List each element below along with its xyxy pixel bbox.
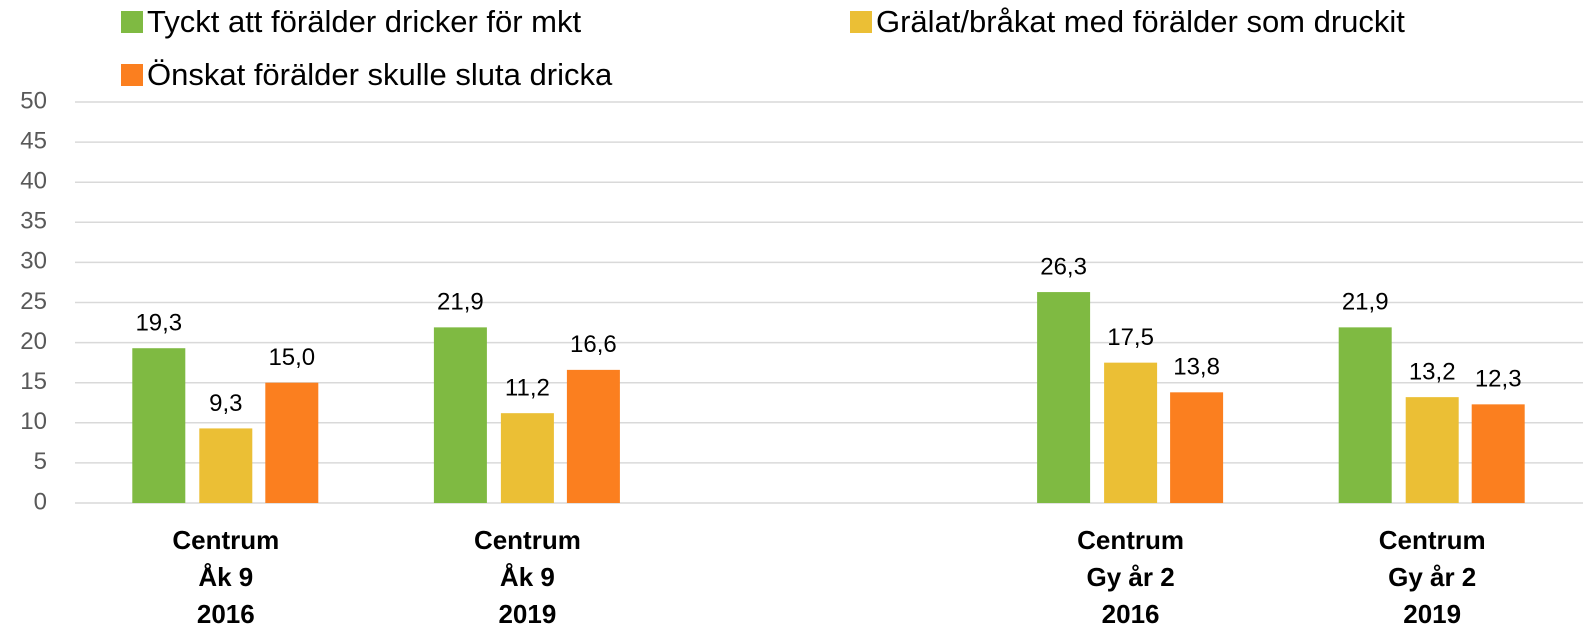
value-label: 11,2 [505, 375, 550, 402]
value-label: 12,3 [1475, 366, 1522, 393]
bar [1338, 327, 1392, 503]
legend-label: Önskat förälder skulle sluta dricka [147, 57, 613, 92]
bar [1170, 392, 1224, 503]
value-label: 13,8 [1173, 354, 1220, 381]
legend-label: Tyckt att förälder dricker för mkt [147, 4, 581, 39]
legend-swatch [121, 11, 143, 33]
y-tick-label: 25 [20, 288, 47, 315]
y-tick-label: 5 [34, 448, 47, 475]
legend-label: Grälat/bråkat med förälder som druckit [876, 4, 1405, 39]
bar [265, 382, 319, 503]
value-label: 16,6 [570, 331, 617, 358]
value-label: 17,5 [1107, 324, 1154, 351]
legend-swatch [850, 11, 872, 33]
value-label: 26,3 [1040, 253, 1087, 280]
x-tick-label: Centrum Åk 9 2016 [172, 525, 280, 629]
y-tick-label: 40 [20, 168, 47, 195]
bar [199, 428, 253, 503]
y-tick-label: 0 [34, 488, 47, 515]
y-tick-label: 20 [20, 328, 47, 355]
y-tick-label: 35 [20, 208, 47, 235]
y-tick-label: 50 [20, 87, 47, 114]
bar [1037, 292, 1091, 503]
y-tick-label: 15 [20, 368, 47, 395]
value-label: 19,3 [135, 310, 182, 337]
bar [1405, 397, 1459, 503]
y-tick-label: 10 [20, 408, 47, 435]
bar [1104, 362, 1158, 503]
bar [1471, 404, 1525, 503]
legend-swatch [121, 64, 143, 86]
bar [500, 413, 554, 503]
value-label: 13,2 [1409, 358, 1456, 385]
value-label: 21,9 [1342, 289, 1389, 316]
x-tick-label: Centrum Åk 9 2019 [473, 525, 581, 629]
bar [566, 369, 620, 503]
value-label: 15,0 [268, 344, 315, 371]
value-label: 21,9 [437, 289, 484, 316]
bar [132, 348, 186, 503]
y-tick-label: 45 [20, 127, 47, 154]
x-tick-label: Centrum Gy år 2 2019 [1378, 525, 1486, 629]
bar [433, 327, 487, 503]
x-tick-label: Centrum Gy år 2 2016 [1077, 525, 1185, 629]
y-tick-label: 30 [20, 248, 47, 275]
value-label: 9,3 [209, 390, 242, 417]
